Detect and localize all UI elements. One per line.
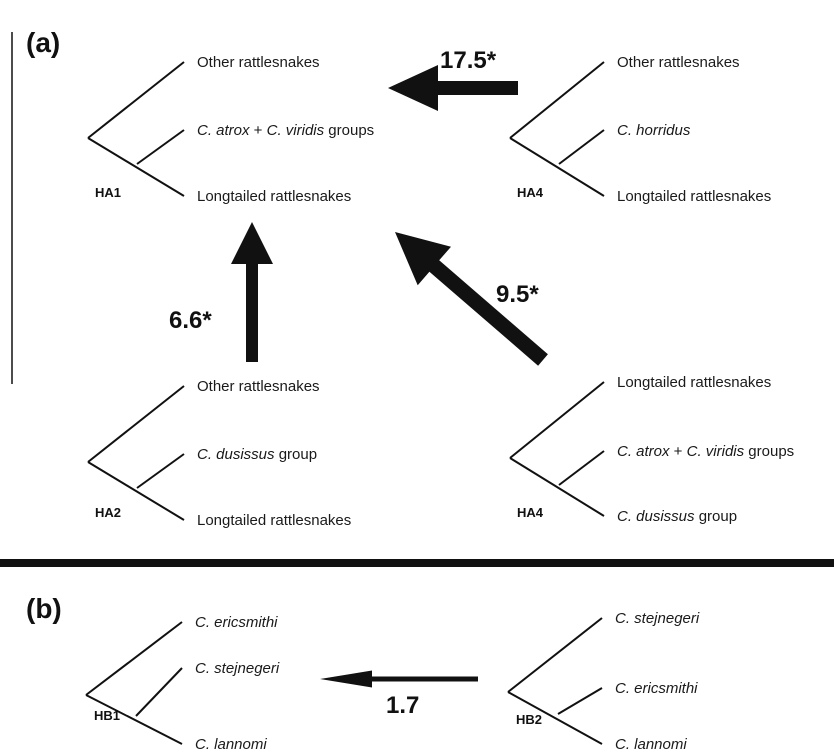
tree-branch bbox=[135, 667, 183, 717]
leaf-label: C. ericsmithi bbox=[195, 614, 278, 631]
panel-label-b: (b) bbox=[26, 593, 62, 624]
tree-hb2: C. stejnegeri C. ericsmithi C. lannomi HB2 bbox=[507, 610, 700, 753]
hypothesis-label: HA1 bbox=[95, 185, 121, 200]
leaf-label: Longtailed rattlesnakes bbox=[197, 512, 351, 529]
leaf-label: Longtailed rattlesnakes bbox=[617, 188, 771, 205]
tree-branch bbox=[558, 129, 605, 165]
tree-branch bbox=[509, 61, 605, 139]
leaf-label: C. atrox + C. viridis groups bbox=[197, 122, 374, 139]
arrow-shape bbox=[395, 232, 548, 366]
hypothesis-label: HB2 bbox=[516, 712, 542, 727]
arrow-layer: 17.5* 6.6* 9.5* 1.7 bbox=[169, 47, 548, 719]
arrow-weight-label: 1.7 bbox=[386, 692, 419, 719]
leaf-label: C. stejnegeri bbox=[615, 610, 700, 627]
leaf-label: Longtailed rattlesnakes bbox=[197, 188, 351, 205]
tree-branch bbox=[509, 381, 605, 459]
tree-branch bbox=[85, 621, 183, 696]
tree-ha4: Longtailed rattlesnakes C. atrox + C. vir… bbox=[509, 374, 794, 525]
tree-branch bbox=[509, 457, 605, 517]
panel-divider bbox=[0, 559, 834, 567]
leaf-label: C. dusissus group bbox=[617, 508, 737, 525]
hypothesis-label: HB1 bbox=[94, 708, 120, 723]
leaf-label: C. atrox + C. viridis groups bbox=[617, 443, 794, 460]
leaf-label: Other rattlesnakes bbox=[197, 54, 320, 71]
tree-layer: Other rattlesnakes C. atrox + C. viridis … bbox=[85, 54, 794, 753]
transition-arrow-ha4-to-ha1: 9.5* bbox=[395, 232, 548, 366]
leaf-label: C. horridus bbox=[617, 122, 691, 139]
tree-branch bbox=[558, 450, 605, 486]
leaf-label: Longtailed rattlesnakes bbox=[617, 374, 771, 391]
tree-branch bbox=[136, 453, 185, 489]
tree-branch bbox=[557, 687, 603, 715]
arrow-weight-label: 6.6* bbox=[169, 307, 212, 334]
arrow-shape bbox=[320, 670, 478, 688]
hypothesis-label: HA2 bbox=[95, 505, 121, 520]
transition-arrow-ha4-to-ha1: 17.5* bbox=[388, 47, 518, 111]
leaf-label: C. ericsmithi bbox=[615, 680, 698, 697]
arrow-shape bbox=[231, 222, 273, 362]
leaf-label: C. dusissus group bbox=[197, 446, 317, 463]
leaf-label: Other rattlesnakes bbox=[197, 378, 320, 395]
arrow-shape bbox=[388, 65, 518, 111]
arrow-weight-label: 17.5* bbox=[440, 47, 497, 74]
panel-label-a: (a) bbox=[26, 27, 60, 58]
tree-branch bbox=[87, 61, 185, 139]
transition-arrow-hb2-to-hb1: 1.7 bbox=[320, 670, 478, 719]
hypothesis-label: HA4 bbox=[517, 185, 544, 200]
tree-branch bbox=[87, 385, 185, 463]
transition-arrow-ha2-to-ha1: 6.6* bbox=[169, 222, 273, 362]
tree-ha4: Other rattlesnakes C. horridus Longtailed … bbox=[509, 54, 771, 205]
tree-branch bbox=[509, 137, 605, 197]
tree-branch bbox=[507, 691, 603, 745]
hypothesis-label: HA4 bbox=[517, 505, 544, 520]
tree-branch bbox=[85, 694, 183, 745]
tree-hb1: C. ericsmithi C. stejnegeri C. lannomi HB1 bbox=[85, 614, 280, 753]
tree-branch bbox=[507, 617, 603, 693]
arrow-weight-label: 9.5* bbox=[496, 281, 539, 308]
leaf-label: C. lannomi bbox=[615, 736, 687, 753]
leaf-label: Other rattlesnakes bbox=[617, 54, 740, 71]
tree-branch bbox=[87, 137, 185, 197]
leaf-label: C. lannomi bbox=[195, 736, 267, 753]
tree-branch bbox=[87, 461, 185, 521]
leaf-label: C. stejnegeri bbox=[195, 660, 280, 677]
tree-ha2: Other rattlesnakes C. dusissus group Longt… bbox=[87, 378, 351, 529]
tree-branch bbox=[136, 129, 185, 165]
tree-ha1: Other rattlesnakes C. atrox + C. viridis … bbox=[87, 54, 374, 205]
